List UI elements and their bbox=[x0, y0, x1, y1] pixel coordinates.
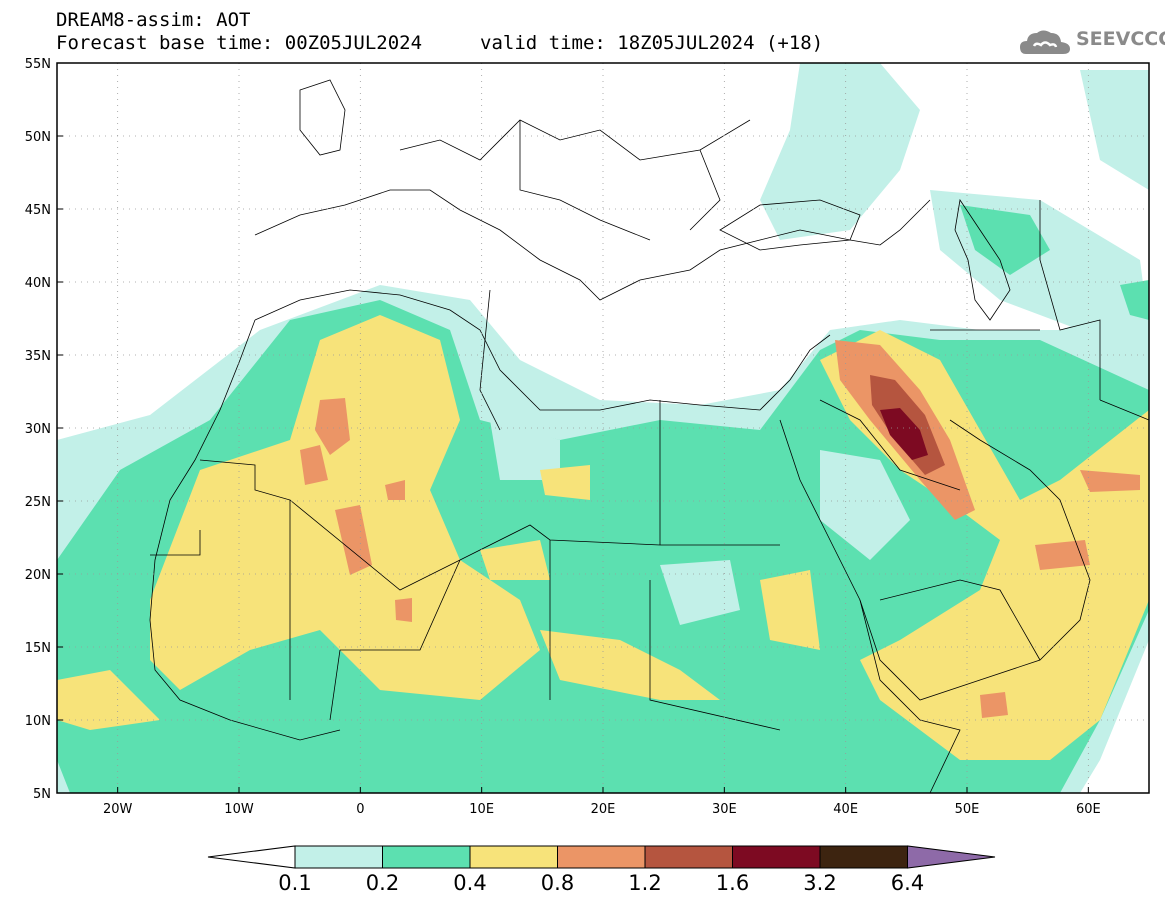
lat-label: 55N bbox=[25, 57, 51, 72]
border bbox=[479, 289, 501, 431]
lon-label: 30E bbox=[712, 802, 737, 817]
cloud-logo-icon bbox=[1020, 30, 1070, 54]
coastline-north-africa bbox=[254, 289, 831, 411]
border bbox=[1039, 200, 1101, 400]
coastline-west-africa bbox=[149, 319, 341, 741]
coastline-arabia bbox=[779, 419, 1091, 701]
aot-region-orange bbox=[335, 505, 372, 575]
coastline-east-africa bbox=[859, 599, 961, 793]
aot-region-yellow bbox=[480, 540, 550, 580]
aot-region-orange bbox=[395, 598, 412, 622]
colorbar-swatch bbox=[557, 845, 646, 869]
colorbar-swatch bbox=[644, 845, 733, 869]
border bbox=[199, 459, 291, 700]
aot-region-orange bbox=[385, 480, 405, 500]
border bbox=[1099, 399, 1149, 421]
aot-region-light bbox=[760, 63, 920, 240]
colorbar-labels: 0.1 0.2 0.4 0.8 1.2 1.6 3.2 6.4 bbox=[278, 871, 924, 895]
lat-label: 30N bbox=[25, 422, 51, 437]
aot-region-yellow bbox=[57, 670, 160, 730]
map-title: DREAM8-assim: AOT bbox=[56, 9, 251, 31]
lat-label: 40N bbox=[25, 276, 51, 291]
colorbar-level-label: 0.2 bbox=[366, 871, 399, 895]
border bbox=[819, 399, 961, 491]
border bbox=[689, 149, 721, 231]
lat-label: 50N bbox=[25, 130, 51, 145]
colorbar-level-label: 1.2 bbox=[628, 871, 661, 895]
latitude-labels: 55N 50N 45N 40N 35N 30N 25N 20N 15N 10N 5N bbox=[25, 57, 51, 802]
colorbar-level-label: 1.6 bbox=[716, 871, 749, 895]
lon-label: 50E bbox=[955, 802, 980, 817]
colorbar-swatch bbox=[469, 845, 558, 869]
logo-text: SEEVCCC bbox=[1076, 28, 1165, 50]
border bbox=[649, 580, 781, 731]
lat-label: 20N bbox=[25, 568, 51, 583]
aot-region-light bbox=[660, 560, 740, 625]
colorbar bbox=[207, 845, 996, 869]
aot-region-orange bbox=[980, 692, 1008, 718]
coastline-british-isles bbox=[299, 79, 346, 156]
aot-region-yellow bbox=[760, 570, 820, 650]
aot-region-light bbox=[820, 450, 910, 560]
aot-region-orange bbox=[1080, 470, 1140, 492]
colorbar-level-label: 0.1 bbox=[278, 871, 311, 895]
forecast-base-time: Forecast base time: 00Z05JUL2024 bbox=[56, 32, 423, 54]
lon-label: 40E bbox=[833, 802, 858, 817]
coastline-black-sea bbox=[719, 199, 861, 251]
aot-fill-layer bbox=[57, 63, 1149, 793]
lat-label: 5N bbox=[33, 787, 51, 802]
aot-region-green bbox=[960, 205, 1050, 275]
border bbox=[519, 120, 651, 241]
lat-label: 35N bbox=[25, 349, 51, 364]
lat-label: 25N bbox=[25, 495, 51, 510]
lon-label: 20W bbox=[103, 802, 133, 817]
border bbox=[340, 559, 461, 651]
border bbox=[399, 119, 751, 161]
aot-region-yellow bbox=[540, 630, 720, 700]
lon-label: 10W bbox=[224, 802, 254, 817]
lon-label: 0 bbox=[356, 802, 364, 817]
colorbar-level-label: 0.8 bbox=[541, 871, 574, 895]
border bbox=[879, 579, 1041, 661]
axis-ticks bbox=[57, 62, 1089, 794]
aot-region-light bbox=[490, 420, 560, 480]
lon-label: 10E bbox=[469, 802, 494, 817]
aot-region-orange bbox=[1035, 540, 1090, 570]
aot-region-yellow bbox=[540, 465, 590, 500]
lat-label: 45N bbox=[25, 203, 51, 218]
aot-region-maroon bbox=[880, 408, 928, 460]
colorbar-swatch bbox=[732, 845, 821, 869]
lat-label: 10N bbox=[25, 714, 51, 729]
colorbar-swatch bbox=[382, 845, 471, 869]
valid-time: valid time: 18Z05JUL2024 (+18) bbox=[480, 32, 824, 54]
border bbox=[150, 530, 201, 556]
colorbar-low-arrow bbox=[207, 845, 296, 869]
colorbar-level-label: 3.2 bbox=[803, 871, 836, 895]
aot-region-light bbox=[1080, 70, 1149, 190]
lat-label: 15N bbox=[25, 641, 51, 656]
aot-region-yellow bbox=[150, 315, 540, 700]
lon-label: 20E bbox=[591, 802, 616, 817]
colorbar-high-arrow bbox=[907, 845, 996, 869]
lon-label: 60E bbox=[1076, 802, 1101, 817]
colorbar-level-label: 0.4 bbox=[453, 871, 486, 895]
aot-region-orange bbox=[300, 445, 328, 485]
longitude-labels: 20W 10W 0 10E 20E 30E 40E 50E 60E bbox=[103, 802, 1101, 817]
colorbar-swatch bbox=[294, 845, 383, 869]
colorbar-level-label: 6.4 bbox=[891, 871, 924, 895]
coastline-caspian bbox=[954, 198, 1011, 321]
country-borders bbox=[149, 79, 1149, 793]
aot-region-green bbox=[1120, 280, 1149, 320]
border bbox=[329, 649, 341, 721]
aot-region-orange bbox=[315, 398, 350, 455]
colorbar-swatch bbox=[819, 845, 908, 869]
